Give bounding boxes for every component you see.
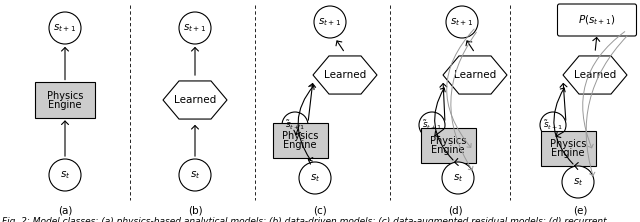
Ellipse shape xyxy=(446,6,478,38)
Text: $s_t$: $s_t$ xyxy=(310,172,320,184)
Polygon shape xyxy=(563,56,627,94)
Text: Engine: Engine xyxy=(431,145,465,155)
Text: $s_{t+1}$: $s_{t+1}$ xyxy=(184,22,207,34)
Text: Engine: Engine xyxy=(551,148,585,158)
Text: (b): (b) xyxy=(188,205,202,215)
Text: Physics: Physics xyxy=(430,136,466,146)
Ellipse shape xyxy=(179,159,211,191)
FancyBboxPatch shape xyxy=(273,123,328,157)
Text: Learned: Learned xyxy=(574,70,616,80)
Text: (c): (c) xyxy=(313,205,327,215)
Text: $s_{t+1}$: $s_{t+1}$ xyxy=(53,22,77,34)
Text: (d): (d) xyxy=(448,205,462,215)
FancyBboxPatch shape xyxy=(420,127,476,163)
Text: $\tilde{s}_{t+1}$: $\tilde{s}_{t+1}$ xyxy=(422,118,442,132)
Text: (e): (e) xyxy=(573,205,587,215)
Ellipse shape xyxy=(49,159,81,191)
Text: $s_t$: $s_t$ xyxy=(452,172,463,184)
Ellipse shape xyxy=(419,112,445,138)
Text: $\tilde{s}_{t+1}$: $\tilde{s}_{t+1}$ xyxy=(285,118,305,132)
Text: $P(s_{t+1})$: $P(s_{t+1})$ xyxy=(579,13,616,27)
Text: Fig. 2: Model classes: (a) physics-based analytical models; (b) data-driven mode: Fig. 2: Model classes: (a) physics-based… xyxy=(2,217,607,222)
Text: $s_t$: $s_t$ xyxy=(60,169,70,181)
Ellipse shape xyxy=(442,162,474,194)
Text: Physics: Physics xyxy=(47,91,83,101)
Polygon shape xyxy=(163,81,227,119)
FancyBboxPatch shape xyxy=(541,131,595,165)
Text: Learned: Learned xyxy=(454,70,496,80)
Text: Engine: Engine xyxy=(284,140,317,150)
Text: Physics: Physics xyxy=(550,139,586,149)
Ellipse shape xyxy=(299,162,331,194)
Text: $s_t$: $s_t$ xyxy=(573,176,583,188)
Text: Learned: Learned xyxy=(324,70,366,80)
Ellipse shape xyxy=(49,12,81,44)
FancyBboxPatch shape xyxy=(35,83,95,117)
Ellipse shape xyxy=(540,112,566,138)
Ellipse shape xyxy=(314,6,346,38)
Text: (a): (a) xyxy=(58,205,72,215)
Ellipse shape xyxy=(282,112,308,138)
Polygon shape xyxy=(313,56,377,94)
Text: $s_{t+1}$: $s_{t+1}$ xyxy=(319,16,342,28)
Polygon shape xyxy=(443,56,507,94)
Text: Learned: Learned xyxy=(174,95,216,105)
Ellipse shape xyxy=(179,12,211,44)
Text: $s_{t+1}$: $s_{t+1}$ xyxy=(451,16,474,28)
Text: $\tilde{s}_{t+1}$: $\tilde{s}_{t+1}$ xyxy=(543,118,563,132)
Ellipse shape xyxy=(562,166,594,198)
FancyBboxPatch shape xyxy=(557,4,637,36)
Text: Engine: Engine xyxy=(48,100,82,110)
Text: $s_t$: $s_t$ xyxy=(190,169,200,181)
Text: Physics: Physics xyxy=(282,131,318,141)
